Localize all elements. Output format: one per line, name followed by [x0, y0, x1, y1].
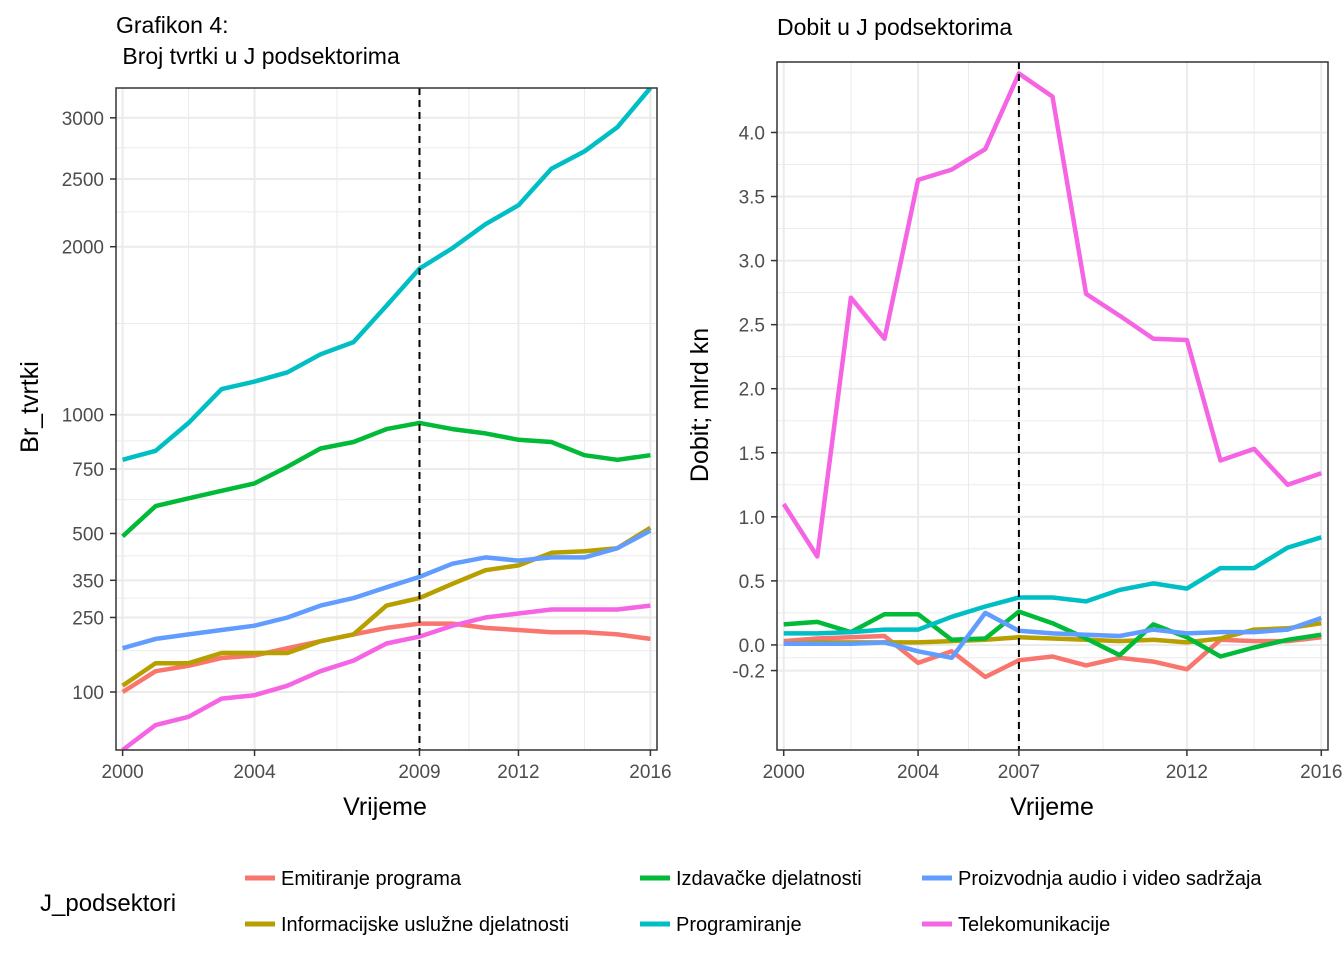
legend-label: Programiranje: [676, 914, 802, 936]
y-tick-label: 100: [72, 683, 104, 704]
y-tick-label: 500: [72, 524, 104, 545]
right-chart-title: Dobit u J podsektorima: [777, 14, 1012, 40]
series-line-proizvodnja-audio-i-video-sadr-aja: [121, 528, 652, 651]
x-tick-label: 2004: [897, 762, 940, 783]
legend-item: Telekomunikacije: [922, 914, 1110, 936]
y-tick-label: 1000: [62, 406, 104, 427]
legend: J_podsektori Emitiranje programa Informac…: [40, 868, 1262, 936]
series-lines-clip: [121, 88, 653, 750]
series-line-emitiranje-programa: [121, 621, 651, 694]
y-tick-label: 350: [72, 571, 104, 592]
legend-item: Izdavačke djelatnosti: [640, 868, 862, 890]
y-tick-label: 3000: [62, 109, 104, 130]
series-line-informacijske-uslu-ne-djelatnosti: [121, 525, 652, 688]
x-tick-label: 2007: [998, 762, 1040, 783]
left-series-lines: [115, 87, 658, 751]
x-tick-label: 2000: [763, 762, 805, 783]
legend-label: Proizvodnja audio i video sadržaja: [958, 868, 1262, 890]
y-tick-label: 3.0: [739, 252, 765, 273]
x-tick-label: 2016: [1300, 762, 1342, 783]
y-tick-label: 1.5: [739, 444, 765, 465]
y-tick-label: 2.0: [739, 380, 765, 401]
x-tick-label: 2004: [233, 762, 276, 783]
left-x-axis-title: Vrijeme: [343, 793, 427, 821]
legend-label: Telekomunikacije: [958, 914, 1110, 936]
left-gridlines: [116, 88, 657, 750]
y-tick-label: 2000: [62, 238, 104, 259]
left-chart-title-line2: Broj tvrtki u J podsektorima: [116, 43, 400, 69]
x-tick-label: 2012: [1166, 762, 1208, 783]
x-tick-label: 2000: [101, 762, 143, 783]
legend-label: Emitiranje programa: [281, 868, 462, 890]
right-x-axis-title: Vrijeme: [1010, 793, 1094, 821]
left-chart-panel: Grafikon 4: Broj tvrtki u J podsektorima…: [16, 12, 672, 821]
y-tick-label: 0.5: [739, 572, 765, 593]
right-series-lines: [776, 61, 1329, 751]
series-line-programiranje: [122, 88, 653, 462]
y-tick-label: 1.0: [739, 508, 765, 529]
series-line-telekomunikacije: [121, 603, 651, 750]
left-chart-title-line1: Grafikon 4:: [116, 12, 229, 38]
left-y-axis-title: Br_tvrtki: [16, 361, 44, 453]
y-tick-label: 2500: [62, 170, 104, 191]
x-tick-label: 2009: [398, 762, 440, 783]
series-line-izdava-ke-djelatnosti: [121, 420, 651, 539]
legend-title: J_podsektori: [40, 890, 176, 917]
right-y-axis-title: Dobit; mlrd kn: [686, 328, 714, 482]
series-line-izdava-ke-djelatnosti: [783, 609, 1322, 659]
series-lines-clip: [781, 71, 1323, 680]
legend-item: Proizvodnja audio i video sadržaja: [922, 868, 1262, 890]
y-tick-label: 3.5: [739, 188, 765, 209]
left-tick-labels: 2000 2004 2009 2012 2016 100 250 350 500 750 1000 2…: [62, 109, 672, 783]
series-line-emitiranje-programa: [783, 633, 1322, 680]
panel-border: [115, 87, 658, 751]
x-tick-label: 2012: [497, 762, 539, 783]
legend-label: Informacijske uslužne djelatnosti: [281, 914, 569, 936]
legend-label: Izdavačke djelatnosti: [676, 868, 862, 890]
y-tick-label: 4.0: [739, 123, 765, 144]
y-tick-label: 750: [72, 460, 104, 481]
series-line-programiranje: [783, 535, 1322, 636]
y-tick-label: 0.0: [739, 636, 765, 657]
legend-item: Emitiranje programa: [245, 868, 462, 890]
right-tick-labels: 2000 2004 2007 2012 2016 -0.2 0.0 0.5 1.0 1.5 2.0 2…: [732, 123, 1342, 783]
panel-border: [776, 61, 1329, 751]
series-line-telekomunikacije: [781, 71, 1323, 559]
y-tick-label: 2.5: [739, 316, 765, 337]
legend-items: Emitiranje programa Informacijske uslužne…: [245, 868, 1262, 936]
series-line-proizvodnja-audio-i-video-sadr-aja: [783, 610, 1323, 661]
x-tick-label: 2016: [629, 762, 671, 783]
right-chart-panel: Dobit u J podsektorima 2000 2004 2007 2012 2…: [686, 14, 1342, 821]
legend-item: Programiranje: [640, 914, 802, 936]
y-tick-label: 250: [72, 608, 104, 629]
y-tick-label: -0.2: [732, 662, 765, 683]
legend-item: Informacijske uslužne djelatnosti: [245, 914, 569, 936]
